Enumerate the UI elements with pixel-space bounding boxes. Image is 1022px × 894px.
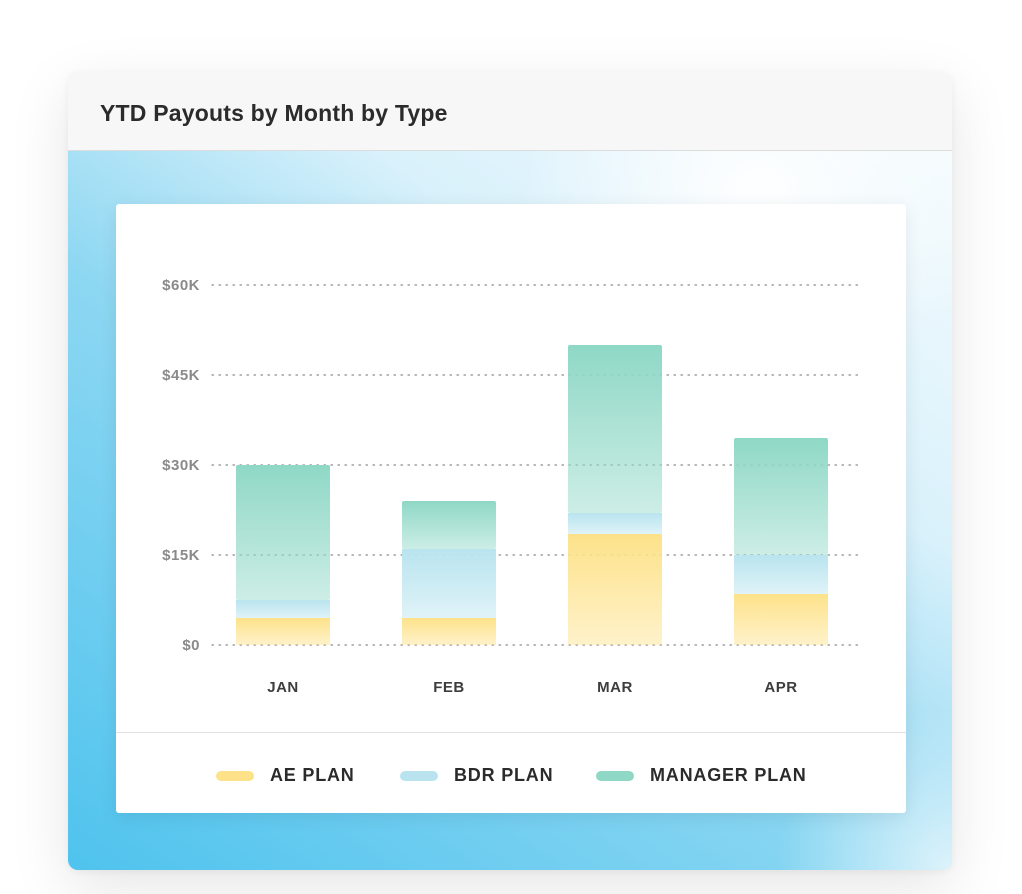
legend-swatch-bdr-plan bbox=[400, 771, 438, 781]
card-body: $0 $15K $30K $45K $60K JAN FEB MAR APR AE PLAN … bbox=[68, 151, 952, 870]
bar-segment-manager-plan-feb[interactable] bbox=[402, 501, 496, 549]
y-tick-label: $30K bbox=[162, 457, 200, 474]
bar-segment-ae-plan-apr[interactable] bbox=[734, 594, 828, 645]
chart-card: YTD Payouts by Month by Type $0 $15K $30K $… bbox=[68, 72, 952, 870]
chart-panel: $0 $15K $30K $45K $60K JAN FEB MAR APR AE PLAN … bbox=[116, 204, 906, 813]
legend-swatch-ae-plan bbox=[216, 771, 254, 781]
legend-label: MANAGER PLAN bbox=[650, 765, 807, 785]
x-tick-label: MAR bbox=[597, 679, 633, 696]
legend-swatch-manager-plan bbox=[596, 771, 634, 781]
bar-segment-bdr-plan-apr[interactable] bbox=[734, 555, 828, 594]
bar-segment-bdr-plan-mar[interactable] bbox=[568, 513, 662, 534]
bar-segment-manager-plan-jan[interactable] bbox=[236, 465, 330, 600]
y-tick-label: $0 bbox=[182, 637, 200, 654]
bar-segment-manager-plan-apr[interactable] bbox=[734, 438, 828, 555]
x-tick-label: APR bbox=[764, 679, 797, 696]
x-tick-label: JAN bbox=[267, 679, 299, 696]
bar-segment-ae-plan-feb[interactable] bbox=[402, 618, 496, 645]
chart-legend: AE PLAN BDR PLAN MANAGER PLAN bbox=[116, 733, 906, 813]
bar-segment-manager-plan-mar[interactable] bbox=[568, 345, 662, 513]
x-tick-label: FEB bbox=[433, 679, 465, 696]
card-header: YTD Payouts by Month by Type bbox=[68, 72, 952, 151]
y-tick-label: $60K bbox=[162, 277, 200, 294]
legend-label: BDR PLAN bbox=[454, 765, 554, 785]
bar-segment-bdr-plan-feb[interactable] bbox=[402, 549, 496, 618]
bar-segment-ae-plan-mar[interactable] bbox=[568, 534, 662, 645]
y-tick-label: $45K bbox=[162, 367, 200, 384]
legend-label: AE PLAN bbox=[270, 765, 355, 785]
y-tick-label: $15K bbox=[162, 547, 200, 564]
chart-title: YTD Payouts by Month by Type bbox=[100, 100, 448, 126]
bar-segment-bdr-plan-jan[interactable] bbox=[236, 600, 330, 618]
bar-segment-ae-plan-jan[interactable] bbox=[236, 618, 330, 645]
legend-divider bbox=[116, 732, 906, 733]
stacked-bar-chart: $0 $15K $30K $45K $60K JAN FEB MAR APR bbox=[162, 277, 863, 696]
